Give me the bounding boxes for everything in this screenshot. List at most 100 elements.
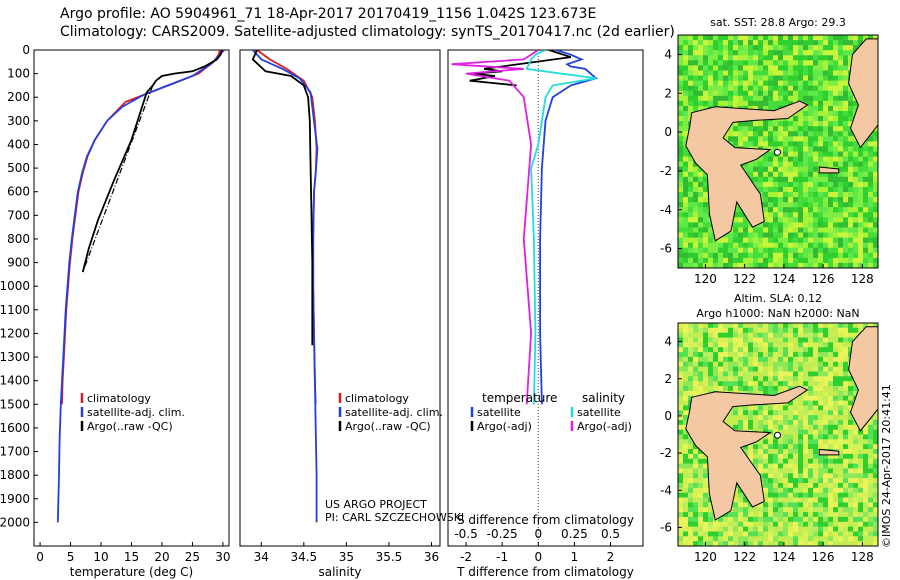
sla-cell [753, 361, 759, 368]
sla-cell [823, 516, 829, 523]
sla-cell [708, 521, 714, 528]
sla-cell [683, 352, 689, 358]
sla-cell [778, 410, 784, 416]
sst-cell [728, 247, 734, 254]
sst-cell [863, 232, 869, 239]
sst-cell [688, 176, 694, 183]
sla-cell [778, 429, 784, 435]
sst-cell [823, 45, 829, 51]
sla-cell [808, 429, 814, 435]
sst-cell [773, 262, 779, 268]
sst-cell [818, 45, 824, 51]
sla-cell [693, 381, 699, 387]
sst-cell [803, 156, 809, 163]
sla-cell [738, 337, 744, 343]
sst-cell [803, 90, 809, 97]
sla-cell [773, 487, 779, 494]
sla-cell [748, 361, 754, 368]
sla-cell [763, 483, 769, 489]
sst-cell [863, 187, 869, 193]
sla-cell [838, 366, 844, 372]
sla-cell [808, 497, 814, 503]
sla-cell [853, 453, 859, 460]
sla-cell [768, 536, 774, 542]
sla-cell [743, 424, 749, 431]
sst-cell [703, 207, 709, 213]
sst-cell [788, 171, 794, 178]
sst-cell [818, 237, 824, 244]
sla-cell [798, 376, 804, 382]
sla-cell [713, 342, 719, 348]
sst-cell [678, 197, 684, 203]
sst-cell [798, 55, 804, 61]
sst-cell [728, 40, 734, 46]
sla-cell [823, 487, 829, 494]
sla-cell [853, 512, 859, 518]
sla-cell [713, 323, 719, 329]
sst-cell [738, 50, 744, 56]
sla-cell [858, 468, 864, 474]
sla-cell [848, 332, 854, 338]
sst-cell [678, 126, 684, 132]
sla-cell [733, 361, 739, 368]
sst-cell [773, 90, 779, 97]
sla-cell [763, 473, 769, 479]
sla-ytick-label: 2 [664, 372, 672, 386]
sst-cell [853, 217, 859, 223]
temp-xtick-label: 25 [185, 550, 200, 564]
sla-cell [803, 405, 809, 411]
sst-cell [733, 227, 739, 234]
sla-cell [768, 434, 774, 440]
sst-cell [793, 116, 799, 122]
sst-cell [738, 40, 744, 46]
sst-cell [778, 60, 784, 66]
sla-cell [813, 444, 819, 450]
sst-cell [873, 161, 878, 168]
sst-cell [873, 227, 878, 234]
sst-cell [863, 146, 869, 152]
sla-cell [763, 356, 769, 363]
sst-cell [813, 116, 819, 122]
sst-cell [718, 252, 724, 259]
sst-cell [713, 70, 719, 77]
sla-cell [703, 502, 709, 508]
sla-cell [793, 473, 799, 479]
sla-cell [773, 366, 779, 372]
sla-cell [763, 337, 769, 343]
sst-cell [793, 207, 799, 213]
sst-cell [858, 156, 864, 163]
sst-cell [763, 75, 769, 82]
diff-series-temperature-satellite [539, 50, 598, 405]
sst-cell [778, 247, 784, 254]
sla-cell [773, 483, 779, 489]
sla-cell [833, 463, 839, 469]
sst-cell [753, 85, 759, 92]
sst-cell [873, 192, 878, 198]
sst-cell [833, 111, 839, 117]
sst-cell [768, 85, 774, 92]
sst-cell [813, 212, 819, 218]
sla-cell [788, 521, 794, 528]
sst-cell [813, 156, 819, 163]
sla-cell [688, 376, 694, 382]
sst-cell [813, 176, 819, 183]
sla-cell [758, 361, 764, 368]
sst-cell [728, 90, 734, 97]
sst-cell [683, 197, 689, 203]
sla-cell [798, 361, 804, 368]
sla-cell [808, 487, 814, 494]
sst-cell [713, 85, 719, 92]
sst-cell [803, 116, 809, 122]
sla-cell [708, 512, 714, 518]
sla-cell [803, 361, 809, 368]
sst-cell [858, 207, 864, 213]
sla-cell [783, 541, 789, 546]
sla-cell [703, 376, 709, 382]
sla-cell [868, 541, 874, 546]
sla-cell [778, 352, 784, 358]
sla-cell [773, 405, 779, 411]
sst-cell [833, 232, 839, 239]
sst-cell [738, 70, 744, 77]
sla-cell [738, 420, 744, 426]
sst-cell [863, 252, 869, 259]
